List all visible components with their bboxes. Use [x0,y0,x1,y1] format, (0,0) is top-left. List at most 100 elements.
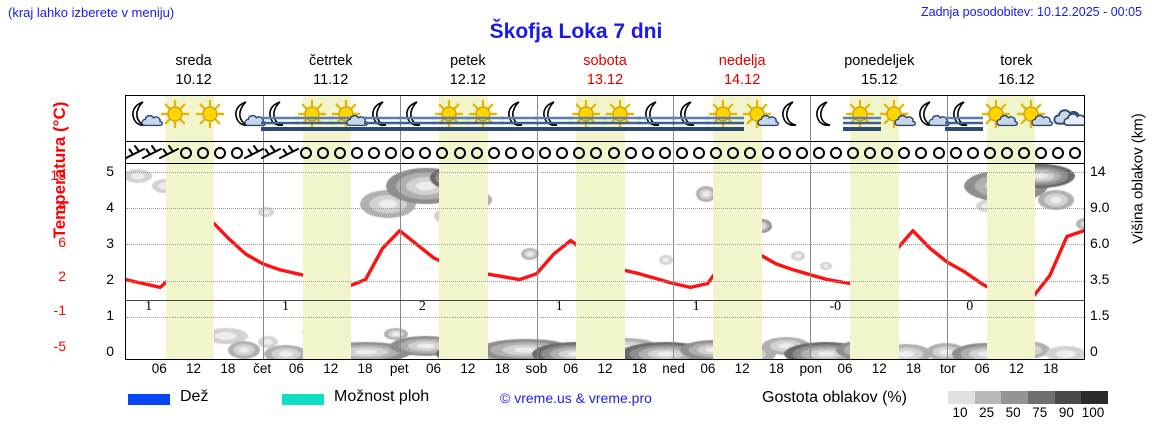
calm-wind-icon [655,142,675,164]
calm-wind-icon [398,142,418,164]
calm-wind-icon [415,142,435,164]
time-tick: 06 [288,361,304,376]
calm-wind-icon [330,142,350,164]
calm-wind-icon [518,142,538,164]
cloud-density-tick: 100 [1081,405,1105,420]
calm-wind-icon [484,142,504,164]
time-tick: tor [939,361,956,376]
time-tick: 12 [1008,361,1024,376]
time-tick: 12 [597,361,613,376]
daylight-band [986,164,1036,359]
cloud-density-tick: 50 [1005,405,1021,420]
zero-axis-line [126,300,1084,301]
daylight-band [302,164,352,359]
day-name: ponedeljek [844,53,915,69]
moon-fog-icon [534,98,574,140]
day-name: sreda [175,53,212,69]
moon-icon [807,98,847,140]
day-separator [810,96,812,141]
calm-wind-icon [313,142,333,164]
cloud-height-tick: 1.5 [1090,307,1110,323]
sun-fog-icon [705,98,745,140]
day-date: 10.12 [175,72,212,88]
calm-wind-icon [347,142,367,164]
time-tick: 18 [220,361,236,376]
day-separator [536,164,538,359]
calm-wind-icon [775,142,795,164]
daylight-band [576,164,625,359]
time-tick: 06 [151,361,167,376]
day-name: sobota [583,53,627,69]
calm-wind-icon [552,142,572,164]
time-tick: pon [799,361,822,376]
legend: Dež Možnost ploh © vreme.us & vreme.pro … [0,388,1152,428]
calm-wind-icon [638,142,658,164]
day-separator [947,142,949,163]
calm-wind-icon [432,142,452,164]
calm-wind-icon [381,142,401,164]
calm-wind-icon [758,142,778,164]
day-name: četrtek [308,53,353,69]
gridline [126,317,1084,319]
calm-wind-icon [894,142,914,164]
cloud-height-axis-title: Višina oblakov (km) [1129,113,1147,244]
temperature-min-label: -0 [829,299,842,314]
sun-fog-icon [465,98,505,140]
calm-wind-icon [193,142,213,164]
temperature-tick: 6 [58,234,66,250]
day-date: 14.12 [723,72,761,88]
gridline [126,208,1084,210]
wind-symbol-band [126,142,1084,164]
wind-barb-icon [126,142,145,164]
time-tick: čet [253,361,272,376]
cloud-icon [1047,98,1084,140]
time-tick: sob [525,361,548,376]
temperature-min-label: 0 [966,299,974,314]
last-update-text: Zadnja posodobitev: 10.12.2025 - 00:05 [920,5,1142,19]
calm-wind-icon [809,142,829,164]
day-header-sobota: sobota 13.12 [536,52,673,92]
time-tick: 12 [186,361,202,376]
cloud-density-swatch [1054,391,1082,404]
moon-fog-icon [636,98,676,140]
time-tick: 18 [906,361,922,376]
calm-wind-icon [176,142,196,164]
wind-barb-icon [278,142,299,164]
calm-wind-icon [706,142,726,164]
calm-wind-icon [723,142,743,164]
page-title: Škofja Loka 7 dni [489,20,663,43]
precipitation-tick: 5 [106,163,114,179]
time-tick: 06 [974,361,990,376]
cloud-height-tick: 0 [1090,343,1098,359]
day-separator [536,142,538,163]
time-tick: 18 [631,361,647,376]
moon-fog-icon [671,98,711,140]
temperature-min-label: 1 [145,299,153,314]
calm-wind-icon [210,142,230,164]
calm-wind-icon [877,142,897,164]
day-separator [262,142,264,163]
calm-wind-icon [1065,142,1084,164]
wind-barb-icon [141,142,162,164]
calm-wind-icon [740,142,760,164]
calm-wind-icon [1048,142,1068,164]
cloud-height-tick: 3.5 [1090,271,1110,287]
time-tick: 06 [837,361,853,376]
temperature-min-label: 1 [555,299,563,314]
cloud-density-scale [948,391,1109,404]
day-header-row: sreda 10.12 četrtek 11.12 petek 12.12 sobota 13… [125,52,1085,92]
day-separator [810,164,812,359]
day-separator [673,164,675,359]
time-axis: 06 12 18 čet 06 12 18 pet 06 12 18 sob 06 12 18 ned 06 12… [125,361,1085,381]
calm-wind-icon [911,142,931,164]
sun-cloud-icon [739,98,779,140]
calm-wind-icon [604,142,624,164]
day-date: 13.12 [586,72,624,88]
calm-wind-icon [501,142,521,164]
rain-legend-swatch [128,394,170,405]
calm-wind-icon [843,142,863,164]
weather-icon-band [126,96,1084,142]
calm-wind-icon [980,142,1000,164]
daylight-band [439,164,488,359]
cloud-density-swatch [1028,391,1055,404]
